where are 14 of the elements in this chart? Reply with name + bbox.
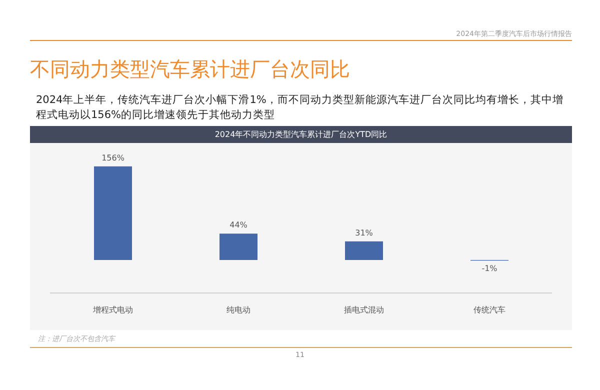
bar [94,166,132,260]
x-tick-label: 插电式混动 [344,306,384,315]
bar [220,234,258,260]
chart-subtitle: 2024年上半年，传统汽车进厂台次小幅下滑1%，而不同动力类型新能源汽车进厂台次同比均有增长，其中增程式电动以156%的同比增速领先于其他动力类型 [36,93,564,123]
bar [345,241,383,260]
x-tick-label: 传统汽车 [473,306,506,315]
data-label: 156% [102,153,125,162]
x-tick-label: 纯电动 [226,306,250,315]
data-label: 31% [355,228,374,238]
chart-title: 不同动力类型汽车累计进厂台次同比 [30,56,350,83]
text: 2024年不同动力类型汽车累计进厂台次YTD同比 [30,126,572,143]
data-label: 44% [230,220,248,230]
x-tick-label: 增程式电动 [92,306,133,315]
data-label: -1% [482,264,498,274]
